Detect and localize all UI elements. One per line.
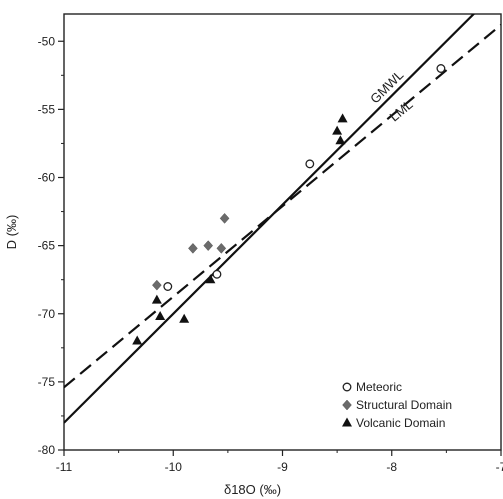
structural-domain-point <box>216 242 227 254</box>
meteoric-legend-label: Meteoric <box>356 380 402 394</box>
lml-line-label: LML <box>387 97 416 125</box>
structural-domain-point <box>219 213 230 224</box>
plot-frame <box>63 13 502 451</box>
volcanic-domain-legend-marker <box>342 417 352 427</box>
lml-line <box>64 24 501 389</box>
x-tick-label: -11 <box>56 460 73 474</box>
volcanic-domain-point <box>179 313 190 323</box>
meteoric-point <box>212 269 222 279</box>
meteoric-point <box>436 64 446 73</box>
volcanic-domain-point <box>155 310 166 320</box>
y-tick-label: -70 <box>38 307 56 321</box>
y-tick-label: -65 <box>38 239 56 253</box>
y-tick-label: -75 <box>38 375 56 389</box>
y-tick-label: -60 <box>38 171 56 185</box>
y-tick-label: -50 <box>38 34 56 48</box>
volcanic-domain-point <box>205 274 216 284</box>
axis-ticks: -11 -10 -9 -8 -7 -80 -75 -70 -65 -60 -55 -50 <box>38 34 503 474</box>
volcanic-domain-point <box>337 113 348 123</box>
x-tick-label: -9 <box>277 460 288 474</box>
volcanic-domain-point <box>335 135 346 145</box>
regression-lines <box>64 14 501 424</box>
structural-domain-point <box>152 279 162 291</box>
x-tick-label: -10 <box>165 460 183 474</box>
y-tick-label: -55 <box>38 102 56 116</box>
meteoric-legend-marker <box>342 382 352 392</box>
volcanic-domain-point <box>151 294 162 304</box>
volcanic-domain-point <box>132 335 143 345</box>
x-tick-label: -8 <box>386 460 397 474</box>
x-axis-label: δ18O (‰) <box>224 482 281 497</box>
volcanic-domain-point <box>332 125 343 135</box>
x-tick-label: -7 <box>496 460 503 474</box>
meteoric-point <box>305 159 315 169</box>
data-points <box>132 64 446 345</box>
structural-domain-legend-label: Structural Domain <box>356 398 452 412</box>
structural-domain-point <box>203 240 214 251</box>
legend: Meteoric Structural Domain Volcanic Domain <box>342 380 452 430</box>
structural-domain-legend-marker <box>342 399 352 411</box>
y-tick-label: -80 <box>38 443 56 457</box>
meteoric-point <box>163 282 173 291</box>
volcanic-domain-legend-label: Volcanic Domain <box>356 416 445 430</box>
structural-domain-point <box>188 242 198 254</box>
gmwl-line <box>64 14 476 424</box>
y-axis-label: D (‰) <box>4 215 19 250</box>
